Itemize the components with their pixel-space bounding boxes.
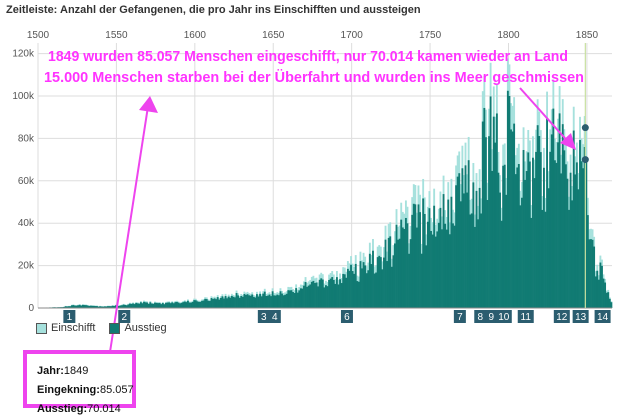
series-ausstieg [38,91,612,308]
x-axis-ticks: 1500 1550 1600 1650 1700 1750 1800 1850 [27,30,599,41]
svg-text:4: 4 [272,312,278,323]
svg-text:3: 3 [261,312,267,323]
highlight-point-ausstieg[interactable] [582,156,589,163]
info-year: Jahr:1849 [37,362,132,381]
x-tick-label: 1850 [576,30,599,41]
y-axis-ticks: 0 20k 40k 60k 80k 100k 120k [12,49,35,314]
highlight-point-einschifft[interactable] [582,124,589,131]
x-tick-label: 1700 [341,30,364,41]
timeline-marker-8[interactable]: 8 [474,310,486,323]
legend-swatch-ausstieg [109,323,120,334]
info-box: Jahr:1849 Eingekning:85.057 Ausstieg:70.… [23,350,136,408]
arrow-head-up [139,96,158,113]
svg-text:11: 11 [521,312,532,323]
x-tick-label: 1750 [419,30,442,41]
svg-text:12: 12 [556,312,568,323]
legend-item-einschifft[interactable]: Einschifft [36,322,95,334]
legend-swatch-einschifft [36,323,47,334]
y-tick-label: 20k [18,261,35,272]
svg-text:8: 8 [477,312,483,323]
info-disembarked: Ausstieg:70.014 [37,400,132,419]
legend-label-ausstieg: Ausstieg [124,322,166,334]
x-tick-label: 1600 [184,30,207,41]
bar-ausstieg[interactable] [610,302,612,308]
annotation-line-2: 15.000 Menschen starben bei der Überfahr… [44,69,584,86]
y-tick-label: 60k [18,176,35,187]
x-tick-label: 1800 [497,30,520,41]
y-tick-label: 80k [18,133,35,144]
timeline-marker-10[interactable]: 10 [496,310,512,323]
legend-item-ausstieg[interactable]: Ausstieg [109,322,166,334]
svg-text:13: 13 [575,312,587,323]
timeline-marker-11[interactable]: 11 [518,310,534,323]
y-tick-label: 100k [12,91,35,102]
legend-label-einschifft: Einschifft [51,322,95,334]
timeline-marker-3[interactable]: 3 [258,310,270,323]
x-tick-label: 1550 [105,30,128,41]
timeline-marker-14[interactable]: 14 [595,310,611,323]
y-tick-label: 0 [28,303,34,314]
svg-text:9: 9 [488,312,494,323]
timeline-marker-4[interactable]: 4 [269,310,281,323]
timeline-marker-6[interactable]: 6 [341,310,353,323]
timeline-marker-9[interactable]: 9 [485,310,497,323]
timeline-marker-12[interactable]: 12 [554,310,570,323]
annotation-line-1: 1849 wurden 85.057 Menschen eingeschifft… [48,48,568,65]
timeline-marker-7[interactable]: 7 [454,310,466,323]
svg-text:10: 10 [498,312,510,323]
timeline-marker-13[interactable]: 13 [573,310,589,323]
y-tick-label: 40k [18,218,35,229]
x-tick-label: 1650 [262,30,285,41]
legend: Einschifft Ausstieg [36,322,167,334]
info-embarked: Eingekning:85.057 [37,381,132,400]
svg-text:6: 6 [344,312,350,323]
x-tick-label: 1500 [27,30,50,41]
svg-text:7: 7 [457,312,463,323]
svg-text:14: 14 [597,312,609,323]
y-tick-label: 120k [12,49,35,60]
